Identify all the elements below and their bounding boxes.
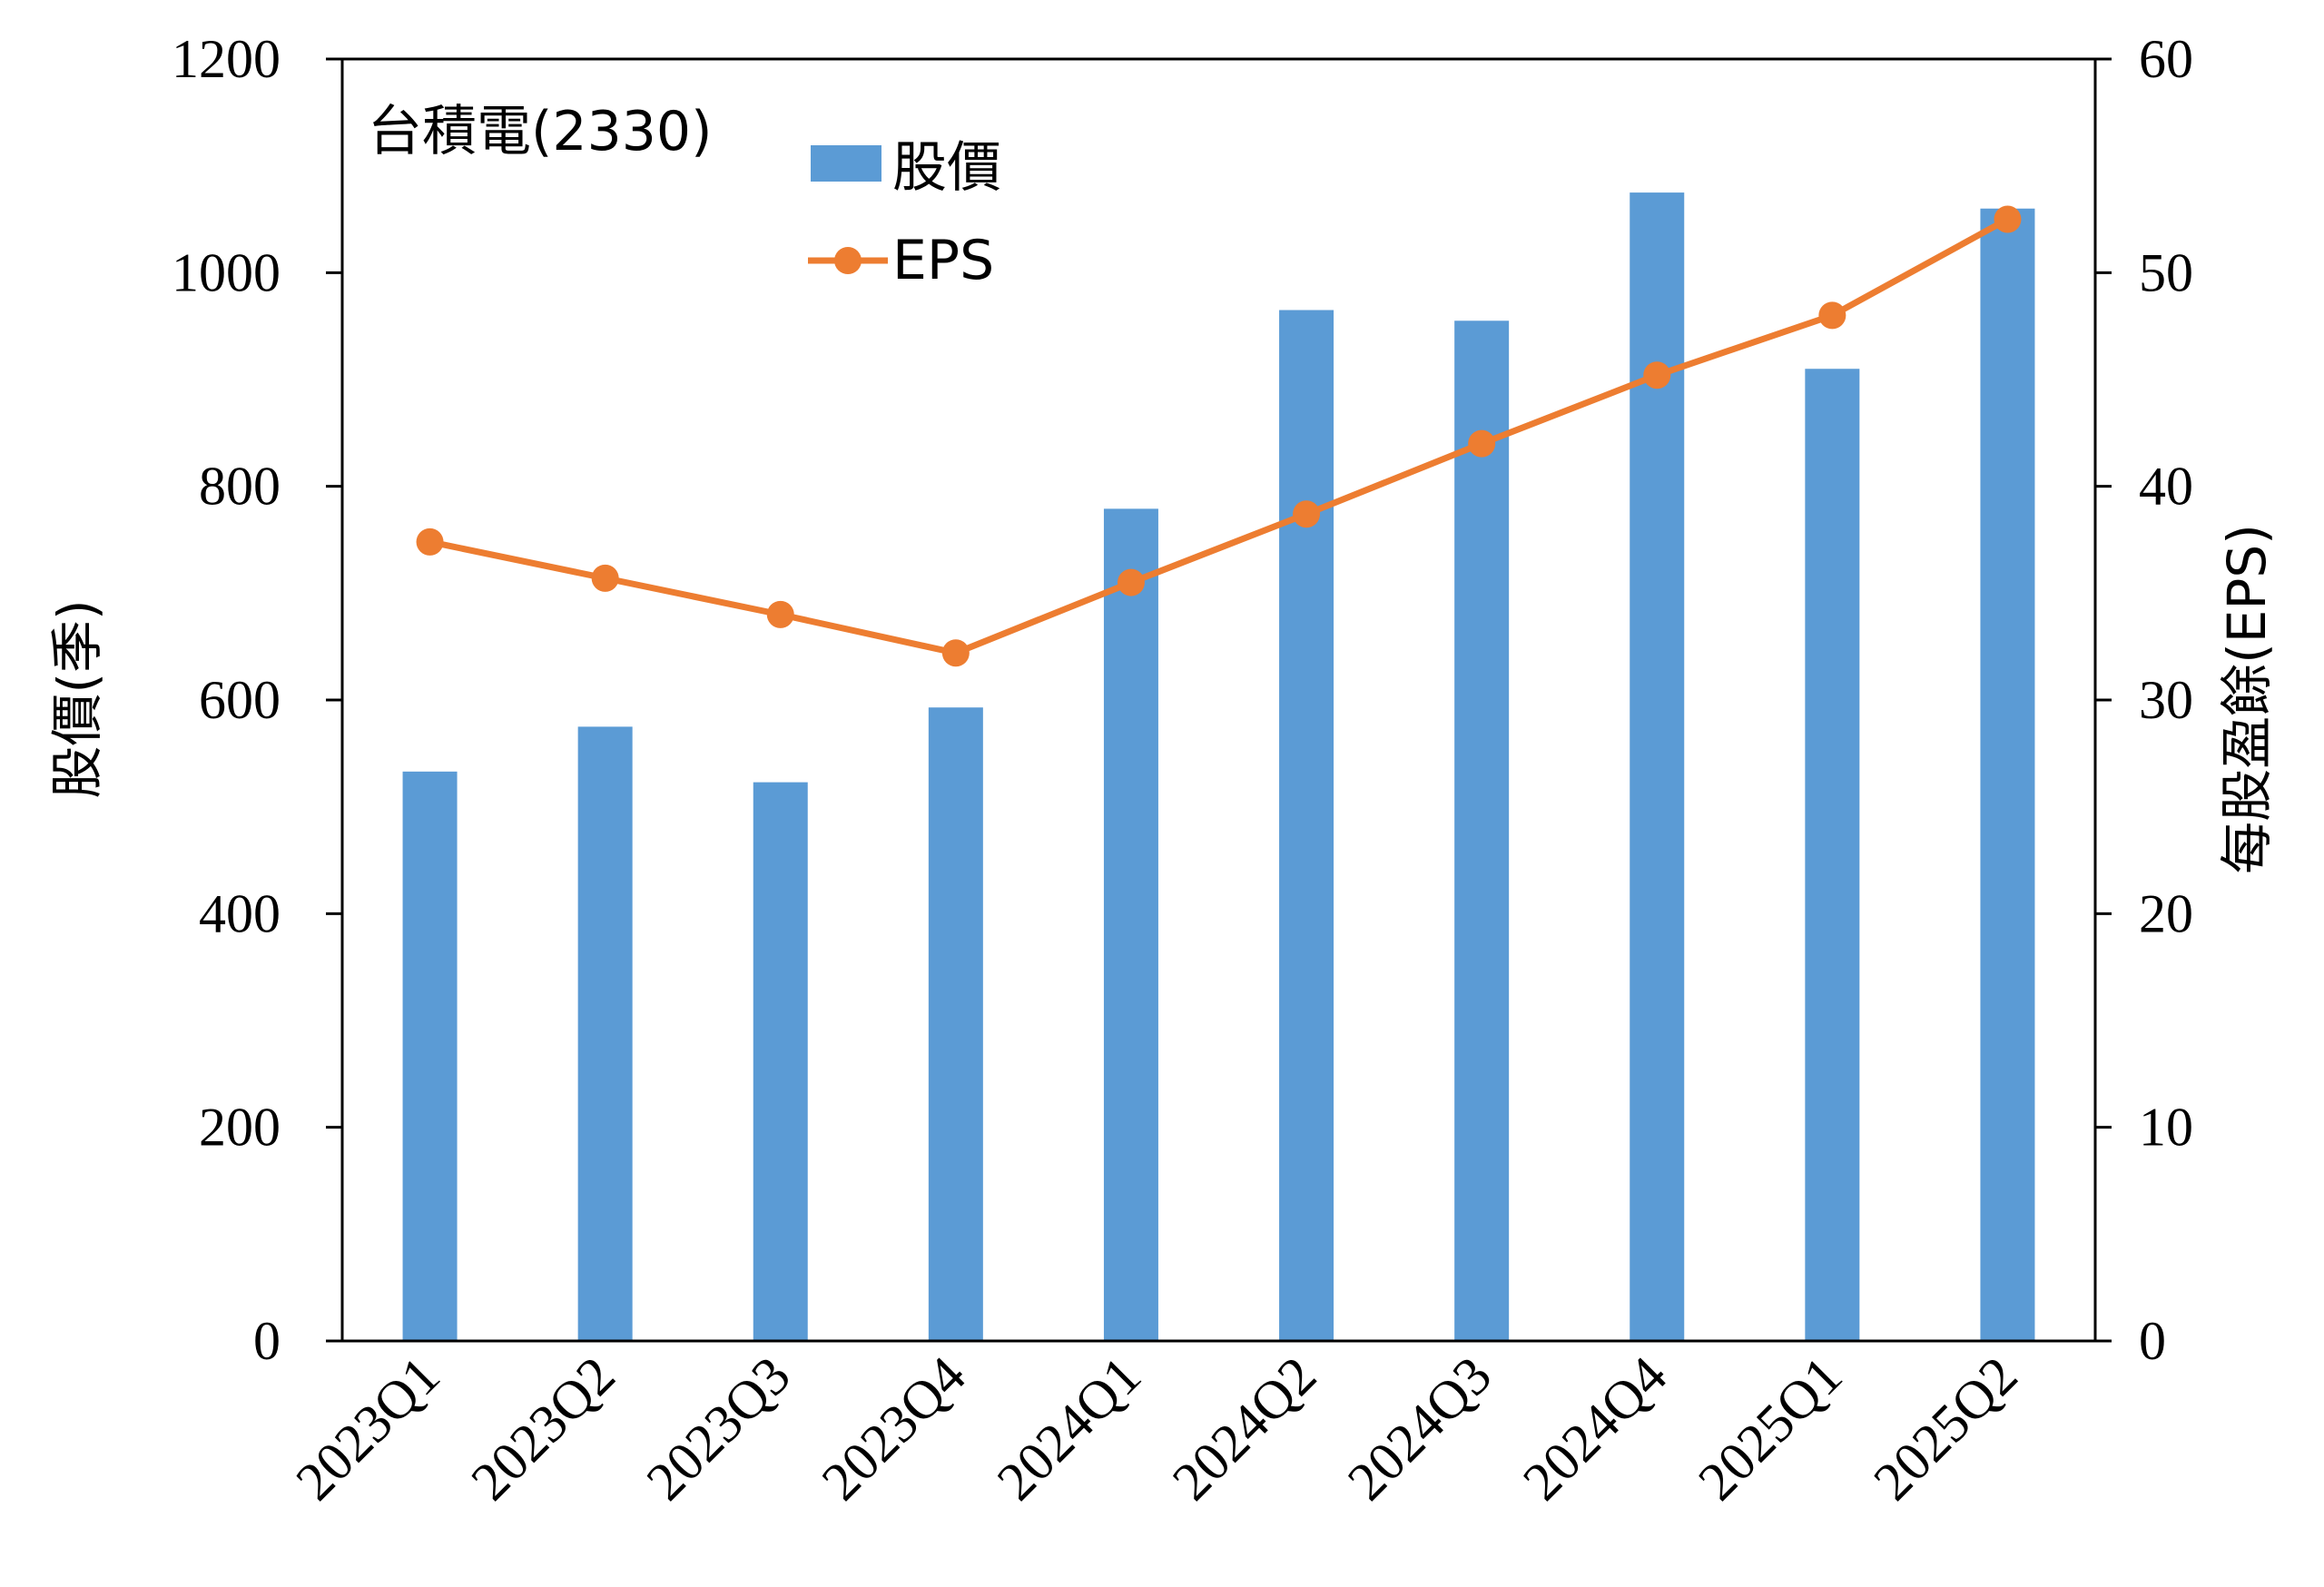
x-tick-label: 2024Q4	[1512, 1346, 1678, 1512]
eps-line	[428, 216, 2010, 656]
eps-point-2024Q4	[1643, 361, 1671, 389]
x-tick-label: 2023Q3	[635, 1346, 802, 1512]
right-y-tick-label: 50	[2139, 242, 2193, 302]
legend-label-eps: EPS	[892, 229, 994, 292]
eps-point-2024Q3	[1468, 429, 1496, 458]
bar-2024Q2	[1279, 310, 1334, 1342]
line-series-eps	[416, 205, 2022, 667]
bar-series-stock-price	[402, 192, 2035, 1342]
bar-2023Q2	[577, 726, 633, 1341]
left-y-tick-label: 1000	[172, 242, 281, 302]
eps-point-2024Q2	[1293, 500, 1321, 528]
left-y-tick-label: 600	[199, 670, 281, 730]
left-y-axis-title: 股價(季)	[46, 599, 108, 798]
x-axis: 2023Q1 2023Q2 2023Q3 2023Q4 2024Q1 2024Q2 2024…	[284, 1346, 2028, 1512]
left-y-axis: 0 200 400 600 800 1000 1200	[172, 29, 342, 1371]
legend-swatch-stock-price	[811, 145, 881, 182]
right-y-tick-label: 20	[2139, 883, 2193, 943]
eps-point-2024Q1	[1117, 568, 1145, 596]
x-tick-label: 2023Q2	[459, 1346, 625, 1512]
x-tick-label: 2023Q1	[284, 1346, 450, 1512]
right-y-tick-label: 40	[2139, 457, 2193, 517]
eps-point-2023Q4	[941, 639, 970, 667]
x-tick-label: 2023Q4	[811, 1346, 977, 1512]
x-tick-label: 2025Q1	[1687, 1346, 1853, 1512]
legend-swatch-eps-marker	[834, 247, 862, 274]
legend: 股價 EPS	[808, 136, 1001, 292]
bar-2023Q4	[928, 707, 983, 1341]
legend-label-stock-price: 股價	[892, 136, 1001, 200]
eps-point-2023Q3	[766, 600, 794, 628]
bar-2025Q2	[1980, 208, 2035, 1341]
eps-point-2023Q1	[416, 527, 444, 556]
chart-title: 台積電(2330)	[368, 100, 713, 163]
left-y-tick-label: 1200	[172, 29, 281, 89]
x-tick-label: 2024Q3	[1336, 1346, 1502, 1512]
left-y-tick-label: 400	[199, 883, 281, 943]
right-y-axis: 0 10 20 30 40 50 60	[2095, 29, 2193, 1371]
left-y-tick-label: 200	[199, 1098, 281, 1158]
x-tick-label: 2024Q1	[986, 1346, 1152, 1512]
left-y-tick-label: 800	[199, 457, 281, 517]
bar-2025Q1	[1805, 369, 1860, 1341]
right-y-axis-title: 每股盈餘(EPS)	[2216, 524, 2278, 874]
x-tick-label: 2024Q2	[1161, 1346, 1327, 1512]
right-y-tick-label: 60	[2139, 29, 2193, 89]
eps-point-2025Q2	[1994, 205, 2022, 233]
right-y-tick-label: 30	[2139, 670, 2193, 730]
bar-2024Q1	[1103, 508, 1158, 1341]
left-y-tick-label: 0	[253, 1311, 281, 1371]
x-tick-label: 2025Q2	[1862, 1346, 2028, 1512]
bar-2023Q1	[402, 771, 458, 1341]
eps-point-2023Q2	[591, 564, 619, 592]
bar-2024Q3	[1454, 320, 1510, 1341]
eps-point-2025Q1	[1818, 301, 1846, 330]
right-y-tick-label: 0	[2139, 1311, 2166, 1371]
right-y-tick-label: 10	[2139, 1098, 2193, 1158]
bar-2023Q3	[753, 782, 808, 1341]
